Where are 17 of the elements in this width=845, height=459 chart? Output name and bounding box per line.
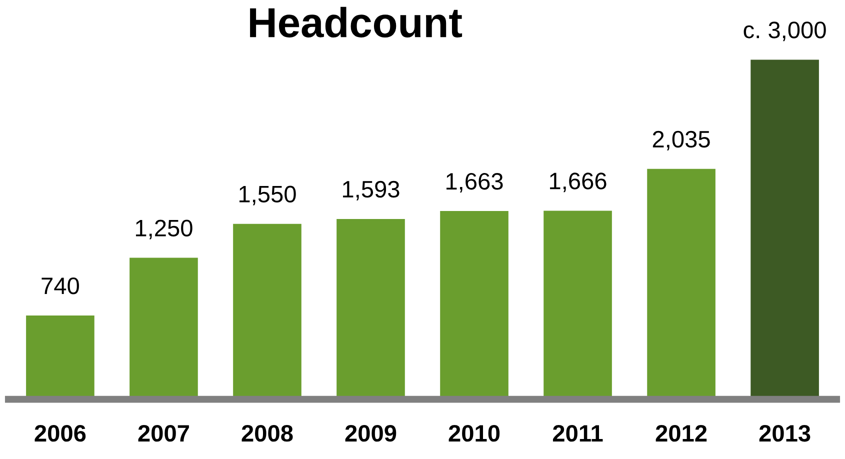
x-tick-label: 2007 [138,424,189,442]
x-tick-label: 2011 [552,424,603,442]
data-label: c. 3,000 [744,22,826,42]
x-tick-label: 2006 [34,424,86,442]
data-label: 1,550 [239,186,296,206]
x-tick-label: 2012 [656,424,707,442]
x-tick-label: 2008 [242,424,293,442]
data-label: 1,666 [550,172,606,192]
chart-title: Headcount [250,6,462,38]
data-label: 2,035 [652,130,710,150]
x-tick-label: 2013 [759,424,810,442]
data-label: 740 [42,277,79,294]
data-label: 1,593 [343,180,400,200]
x-tick-label: 2009 [345,424,396,442]
data-label: 1,250 [136,220,192,240]
data-label: 1,663 [446,172,503,192]
x-tick-label: 2010 [448,424,500,442]
